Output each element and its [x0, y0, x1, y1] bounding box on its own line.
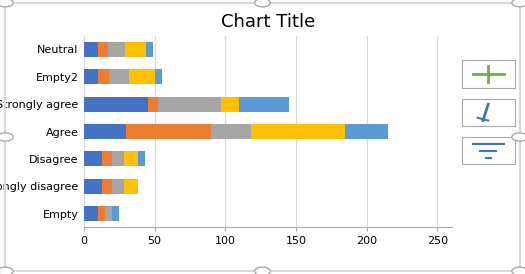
Bar: [251, 124, 345, 139]
Bar: [123, 179, 138, 194]
Bar: [102, 151, 112, 167]
Bar: [123, 151, 138, 167]
Bar: [98, 206, 105, 221]
Bar: [84, 124, 127, 139]
Bar: [125, 42, 146, 57]
Bar: [112, 206, 119, 221]
Bar: [84, 69, 98, 84]
Bar: [102, 179, 112, 194]
Bar: [109, 69, 129, 84]
Bar: [105, 206, 112, 221]
Bar: [98, 42, 108, 57]
Bar: [112, 179, 123, 194]
Bar: [148, 97, 158, 112]
Bar: [127, 124, 211, 139]
Bar: [98, 69, 109, 84]
Bar: [84, 97, 148, 112]
Bar: [84, 179, 102, 194]
Bar: [221, 97, 239, 112]
Bar: [146, 42, 153, 57]
Bar: [158, 97, 221, 112]
Bar: [84, 42, 98, 57]
Bar: [345, 124, 388, 139]
Bar: [108, 42, 125, 57]
Bar: [112, 151, 123, 167]
Bar: [129, 69, 155, 84]
Bar: [211, 124, 251, 139]
Bar: [155, 69, 162, 84]
Bar: [84, 206, 98, 221]
Bar: [138, 151, 145, 167]
Bar: [239, 97, 289, 112]
Title: Chart Title: Chart Title: [220, 13, 315, 31]
Bar: [84, 151, 102, 167]
